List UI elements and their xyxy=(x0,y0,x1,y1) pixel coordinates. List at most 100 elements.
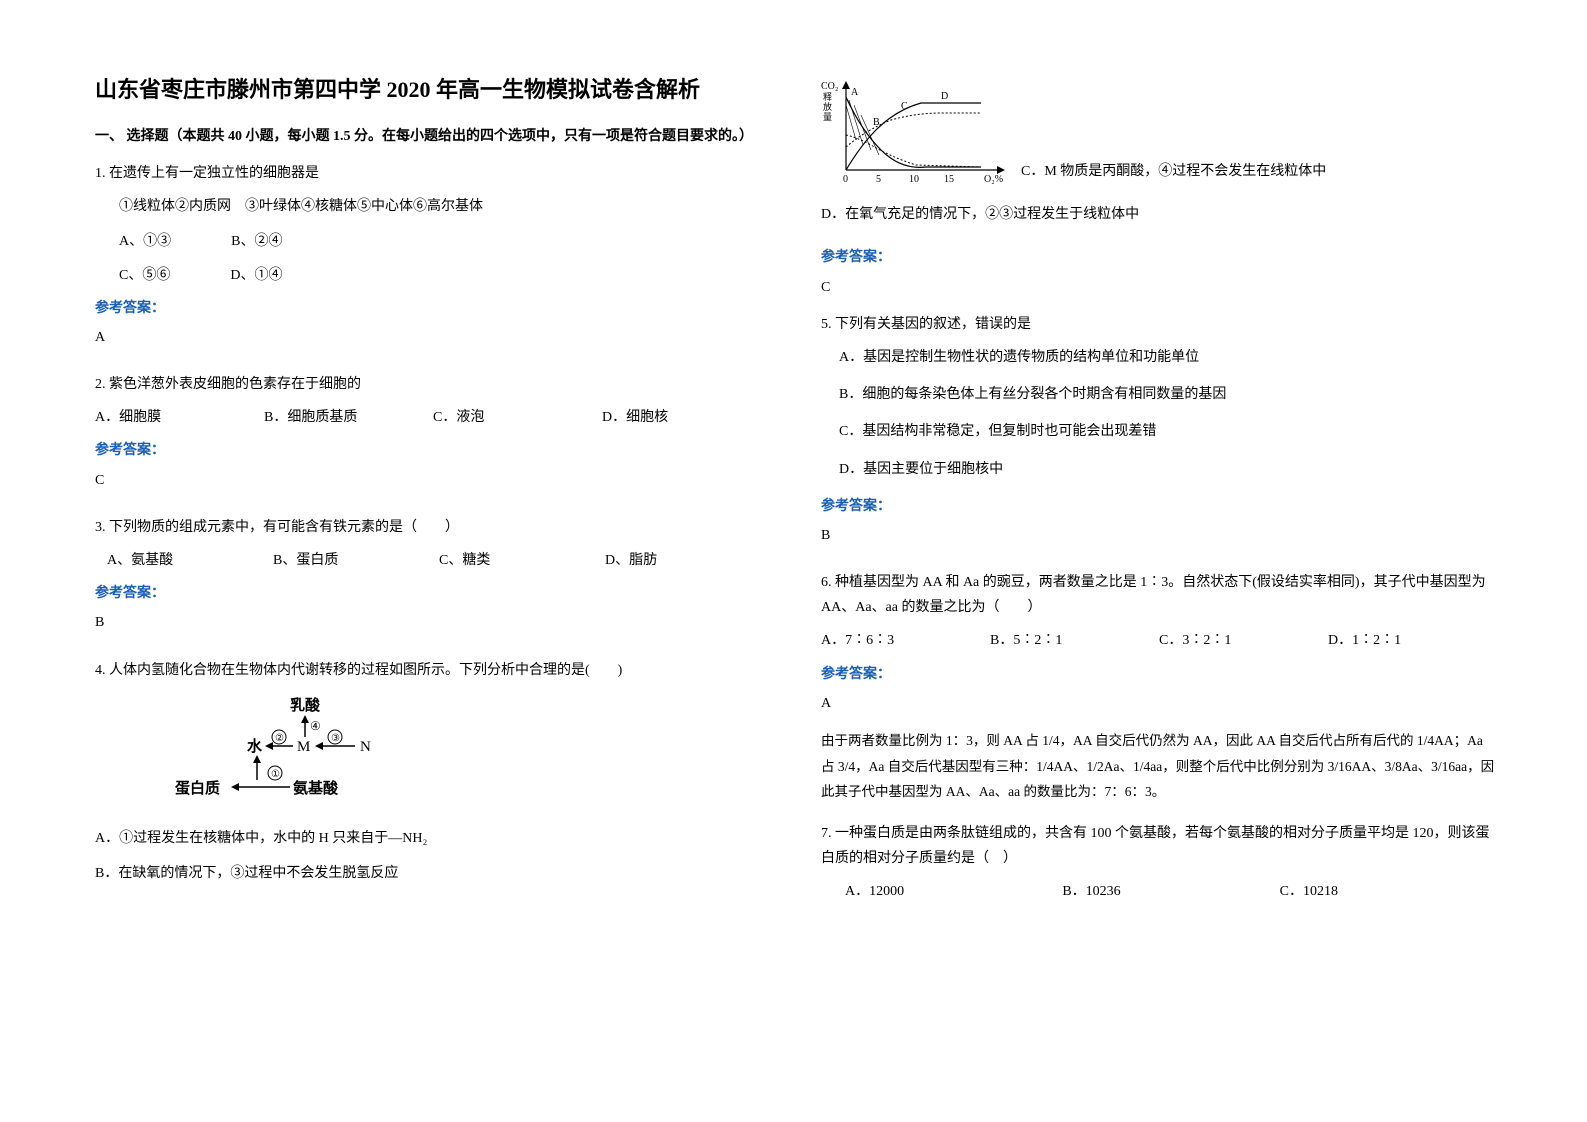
q3-optC: C、糖类 xyxy=(439,548,605,573)
curve-label-A: A xyxy=(851,87,859,98)
q4-optD: D．在氧气充足的情况下，②③过程发生于线粒体中 xyxy=(821,202,1497,227)
curve-B xyxy=(846,135,981,167)
ylabel-2: 释 xyxy=(823,91,832,102)
q6-optC: C．3∶2∶1 xyxy=(1159,628,1328,653)
metabolism-diagram-svg: 乳酸 ④ M N ③ 水 xyxy=(175,695,395,805)
arrow-4-head xyxy=(301,715,309,723)
q1-detail: ①线粒体②内质网 ③叶绿体④核糖体⑤中心体⑥高尔基体 xyxy=(95,194,771,219)
q6-optB: B．5∶2∶1 xyxy=(990,628,1159,653)
label-protein: 蛋白质 xyxy=(175,779,220,797)
arrow-up-head xyxy=(253,755,261,763)
arrow-3-head xyxy=(315,742,323,750)
tick-15: 15 xyxy=(944,174,954,185)
curve-label-C: C xyxy=(901,101,908,112)
tick-0: 0 xyxy=(843,174,848,185)
label-amino: 氨基酸 xyxy=(293,779,339,797)
q7-optC: C．10218 xyxy=(1280,879,1497,904)
q6-optA: A．7∶6∶3 xyxy=(821,628,990,653)
xlabel: O₂% xyxy=(984,174,1003,185)
q2-optB: B．细胞质基质 xyxy=(264,405,433,430)
q1-text: 1. 在遗传上有一定独立性的细胞器是 xyxy=(95,161,771,186)
q6-answer: A xyxy=(821,691,1497,716)
arrow-2-head xyxy=(265,742,273,750)
question-3: 3. 下列物质的组成元素中，有可能含有铁元素的是（ ） A、氨基酸 B、蛋白质 … xyxy=(95,515,771,648)
q1-optD: D、①④ xyxy=(230,263,282,288)
label-2: ② xyxy=(275,733,284,744)
label-lactic: 乳酸 xyxy=(290,696,321,714)
q2-text: 2. 紫色洋葱外表皮细胞的色素存在于细胞的 xyxy=(95,372,771,397)
arrow-left-head xyxy=(231,783,239,791)
q6-optD: D．1∶2∶1 xyxy=(1328,628,1497,653)
co2-graph: CO₂ 释 放 量 0 5 10 15 O₂% xyxy=(821,75,1011,194)
ylabel-3: 放 xyxy=(823,101,832,112)
ylabel-1: CO₂ xyxy=(821,81,838,92)
q3-answer: B xyxy=(95,610,771,635)
q3-text: 3. 下列物质的组成元素中，有可能含有铁元素的是（ ） xyxy=(95,515,771,540)
x-arrow xyxy=(997,166,1005,174)
page-container: 山东省枣庄市滕州市第四中学 2020 年高一生物模拟试卷含解析 一、 选择题（本… xyxy=(95,75,1497,1082)
q2-optA: A．细胞膜 xyxy=(95,405,264,430)
tick-5: 5 xyxy=(876,174,881,185)
hatch-1 xyxy=(846,105,856,140)
curve-label-B: B xyxy=(873,117,880,128)
q2-answer-label: 参考答案： xyxy=(95,438,771,463)
q7-text: 7. 一种蛋白质是由两条肽链组成的，共含有 100 个氨基酸，若每个氨基酸的相对… xyxy=(821,821,1497,871)
q1-optA: A、①③ xyxy=(119,229,171,254)
right-column: CO₂ 释 放 量 0 5 10 15 O₂% xyxy=(821,75,1497,1082)
curve-label-D: D xyxy=(941,91,948,102)
tick-10: 10 xyxy=(909,174,919,185)
question-7: 7. 一种蛋白质是由两条肽链组成的，共含有 100 个氨基酸，若每个氨基酸的相对… xyxy=(821,821,1497,913)
q6-answer-label: 参考答案： xyxy=(821,662,1497,687)
q3-optA: A、氨基酸 xyxy=(107,548,273,573)
q2-optC: C．液泡 xyxy=(433,405,602,430)
q1-optC: C、⑤⑥ xyxy=(119,263,170,288)
q5-optD: D．基因主要位于细胞核中 xyxy=(821,457,1497,482)
q7-optA: A．12000 xyxy=(845,879,1062,904)
question-2: 2. 紫色洋葱外表皮细胞的色素存在于细胞的 A．细胞膜 B．细胞质基质 C．液泡… xyxy=(95,372,771,505)
label-1: ① xyxy=(271,769,280,780)
co2-graph-svg: CO₂ 释 放 量 0 5 10 15 O₂% xyxy=(821,75,1011,185)
q5-answer: B xyxy=(821,523,1497,548)
q4-answer-label: 参考答案： xyxy=(821,245,1497,270)
q4-optC: C．M 物质是丙酮酸，④过程不会发生在线粒体中 xyxy=(1021,159,1497,192)
q5-optB: B．细胞的每条染色体上有丝分裂各个时期含有相同数量的基因 xyxy=(821,382,1497,407)
question-5: 5. 下列有关基因的叙述，错误的是 A．基因是控制生物性状的遗传物质的结构单位和… xyxy=(821,312,1497,560)
q7-options: A．12000 B．10236 C．10218 xyxy=(821,879,1497,904)
q1-answer: A xyxy=(95,325,771,350)
section-header: 一、 选择题（本题共 40 小题，每小题 1.5 分。在每小题给出的四个选项中，… xyxy=(95,124,771,149)
q3-optB: B、蛋白质 xyxy=(273,548,439,573)
q1-answer-label: 参考答案： xyxy=(95,296,771,321)
q6-options: A．7∶6∶3 B．5∶2∶1 C．3∶2∶1 D．1∶2∶1 xyxy=(821,628,1497,653)
q2-answer: C xyxy=(95,468,771,493)
q1-options-row2: C、⑤⑥ D、①④ xyxy=(95,263,771,288)
q4-optA: A．①过程发生在核糖体中，水中的 H 只来自于—NH₂ xyxy=(95,826,771,851)
q5-text: 5. 下列有关基因的叙述，错误的是 xyxy=(821,312,1497,337)
curve-C xyxy=(846,113,981,147)
label-4: ④ xyxy=(310,719,321,733)
label-M: M xyxy=(297,739,310,755)
q6-text: 6. 种植基因型为 AA 和 Aa 的豌豆，两者数量之比是 1∶3。自然状态下(… xyxy=(821,570,1497,620)
q6-explanation: 由于两者数量比例为 1：3，则 AA 占 1/4，AA 自交后代仍然为 AA，因… xyxy=(821,728,1497,805)
q5-answer-label: 参考答案： xyxy=(821,494,1497,519)
q3-answer-label: 参考答案： xyxy=(95,581,771,606)
q2-options: A．细胞膜 B．细胞质基质 C．液泡 D．细胞核 xyxy=(95,405,771,430)
q4-text: 4. 人体内氢随化合物在生物体内代谢转移的过程如图所示。下列分析中合理的是( ) xyxy=(95,658,771,683)
label-3: ③ xyxy=(331,733,340,744)
q1-optB: B、②④ xyxy=(231,229,282,254)
question-1: 1. 在遗传上有一定独立性的细胞器是 ①线粒体②内质网 ③叶绿体④核糖体⑤中心体… xyxy=(95,161,771,362)
q7-optB: B．10236 xyxy=(1062,879,1279,904)
graph-and-optC: CO₂ 释 放 量 0 5 10 15 O₂% xyxy=(821,75,1497,202)
q5-optC: C．基因结构非常稳定，但复制时也可能会出现差错 xyxy=(821,419,1497,444)
left-column: 山东省枣庄市滕州市第四中学 2020 年高一生物模拟试卷含解析 一、 选择题（本… xyxy=(95,75,771,1082)
q4-answer: C xyxy=(821,275,1497,300)
q1-options-row1: A、①③ B、②④ xyxy=(95,229,771,254)
q3-optD: D、脂肪 xyxy=(605,548,771,573)
y-arrow xyxy=(842,81,850,89)
curve-D xyxy=(846,103,981,170)
q5-optA: A．基因是控制生物性状的遗传物质的结构单位和功能单位 xyxy=(821,345,1497,370)
question-6: 6. 种植基因型为 AA 和 Aa 的豌豆，两者数量之比是 1∶3。自然状态下(… xyxy=(821,570,1497,811)
ylabel-4: 量 xyxy=(823,112,832,122)
q3-options: A、氨基酸 B、蛋白质 C、糖类 D、脂肪 xyxy=(95,548,771,573)
label-water: 水 xyxy=(247,737,263,755)
q4-optB: B．在缺氧的情况下，③过程中不会发生脱氢反应 xyxy=(95,861,771,886)
